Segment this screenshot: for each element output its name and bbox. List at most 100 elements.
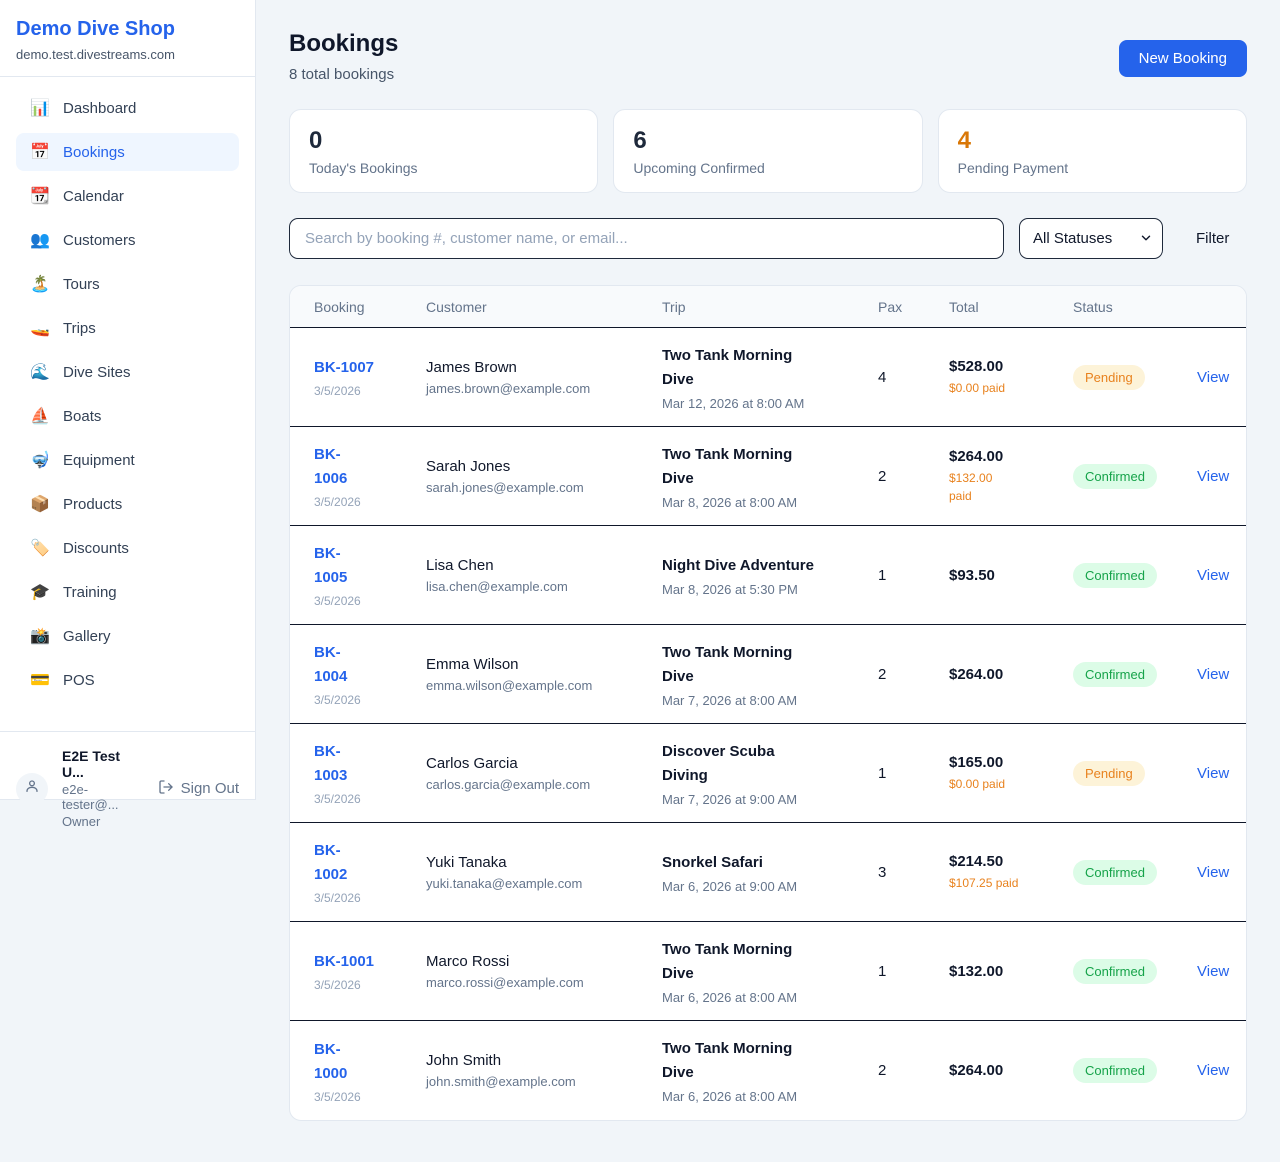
- customer-name: Carlos Garcia: [426, 754, 518, 772]
- sign-out-button[interactable]: Sign Out: [158, 779, 239, 799]
- booking-id-link[interactable]: BK- 1004: [314, 644, 348, 685]
- pax-count: 4: [878, 368, 887, 386]
- sailboat-icon: ⛵: [30, 408, 50, 425]
- customer-email: marco.rossi@example.com: [426, 974, 584, 990]
- filter-button[interactable]: Filter: [1196, 230, 1230, 247]
- sidebar-item-boats[interactable]: ⛵ Boats: [16, 397, 239, 435]
- booking-id-link[interactable]: BK- 1006: [314, 446, 348, 487]
- shop-header: Demo Dive Shop demo.test.divestreams.com: [0, 0, 255, 77]
- camera-icon: 📸: [30, 628, 50, 645]
- new-booking-button[interactable]: New Booking: [1118, 40, 1247, 77]
- stats-row: 0 Today's Bookings 6 Upcoming Confirmed …: [289, 109, 1247, 193]
- view-link[interactable]: View: [1197, 467, 1230, 485]
- diving-mask-icon: 🤿: [30, 452, 50, 469]
- booking-date: 3/5/2026: [314, 693, 361, 707]
- sidebar-item-trips[interactable]: 🚤 Trips: [16, 309, 239, 347]
- booking-date: 3/5/2026: [314, 978, 361, 992]
- view-link[interactable]: View: [1197, 863, 1230, 881]
- sidebar-item-pos[interactable]: 💳 POS: [16, 661, 239, 699]
- status-badge: Confirmed: [1073, 562, 1157, 588]
- sidebar-item-label: Trips: [63, 319, 96, 337]
- sidebar-item-customers[interactable]: 👥 Customers: [16, 221, 239, 259]
- page-header: Bookings 8 total bookings New Booking: [289, 30, 1247, 83]
- trip-datetime: Mar 7, 2026 at 9:00 AM: [662, 791, 798, 807]
- island-icon: 🏝️: [30, 276, 50, 293]
- main-content: Bookings 8 total bookings New Booking 0 …: [256, 0, 1280, 1162]
- bar-chart-icon: 📊: [30, 100, 50, 117]
- table-row: BK- 1006 3/5/2026 Sarah Jones sarah.jone…: [290, 427, 1246, 526]
- column-header-trip: Trip: [662, 298, 686, 315]
- status-badge: Confirmed: [1073, 463, 1157, 489]
- booking-id-link[interactable]: BK-1007: [314, 359, 375, 376]
- sidebar-item-label: Dive Sites: [63, 363, 131, 381]
- booking-id-link[interactable]: BK- 1003: [314, 743, 348, 784]
- booking-date: 3/5/2026: [314, 792, 361, 806]
- view-link[interactable]: View: [1197, 368, 1230, 386]
- bookings-table: Booking Customer Trip Pax Total Status B…: [289, 285, 1247, 1121]
- sidebar-item-dashboard[interactable]: 📊 Dashboard: [16, 89, 239, 127]
- sidebar-item-gallery[interactable]: 📸 Gallery: [16, 617, 239, 655]
- stat-card-todays-bookings: 0 Today's Bookings: [289, 109, 599, 193]
- view-link[interactable]: View: [1197, 1062, 1230, 1079]
- trip-name: Snorkel Safari: [662, 853, 763, 871]
- column-header-customer: Customer: [426, 298, 487, 315]
- column-header-booking: Booking: [314, 298, 365, 315]
- total-amount: $528.00: [949, 357, 1004, 375]
- search-input[interactable]: [289, 218, 1004, 259]
- booking-date: 3/5/2026: [314, 495, 361, 509]
- stat-label: Upcoming Confirmed: [633, 160, 765, 176]
- stat-value: 4: [957, 127, 972, 154]
- view-link[interactable]: View: [1197, 962, 1230, 980]
- calendar-icon: 📅: [30, 144, 50, 161]
- person-icon: [24, 778, 40, 799]
- shop-name: Demo Dive Shop: [16, 18, 175, 40]
- sidebar-item-discounts[interactable]: 🏷️ Discounts: [16, 529, 239, 567]
- pax-count: 1: [878, 566, 887, 584]
- trip-datetime: Mar 8, 2026 at 5:30 PM: [662, 581, 798, 597]
- user-info: E2E Test U... e2e-tester@... Owner: [62, 748, 144, 829]
- sidebar-item-label: Training: [63, 583, 117, 601]
- booking-id-link[interactable]: BK- 1000: [314, 1040, 348, 1082]
- status-select[interactable]: All Statuses: [1019, 218, 1163, 259]
- booking-id-link[interactable]: BK- 1005: [314, 545, 348, 586]
- sidebar-item-bookings[interactable]: 📅 Bookings: [16, 133, 239, 171]
- customer-name: Marco Rossi: [426, 952, 510, 970]
- stat-value: 0: [309, 127, 323, 154]
- sidebar-item-equipment[interactable]: 🤿 Equipment: [16, 441, 239, 479]
- trip-name: Two Tank Morning Dive: [662, 643, 793, 685]
- page-title: Bookings: [289, 30, 399, 57]
- table-row: BK-1001 3/5/2026 Marco Rossi marco.rossi…: [290, 922, 1246, 1021]
- sidebar-item-products[interactable]: 📦 Products: [16, 485, 239, 523]
- booking-date: 3/5/2026: [314, 384, 361, 398]
- view-link[interactable]: View: [1197, 764, 1230, 782]
- sidebar-item-dive-sites[interactable]: 🌊 Dive Sites: [16, 353, 239, 391]
- customer-name: Sarah Jones: [426, 457, 511, 475]
- booking-id-link[interactable]: BK- 1002: [314, 842, 348, 883]
- stat-card-upcoming-confirmed: 6 Upcoming Confirmed: [613, 109, 923, 193]
- trip-name: Two Tank Morning Dive: [662, 346, 793, 388]
- sidebar-item-training[interactable]: 🎓 Training: [16, 573, 239, 611]
- trip-name: Night Dive Adventure: [662, 556, 814, 574]
- sign-out-label: Sign Out: [180, 780, 239, 797]
- page-subtitle: 8 total bookings: [289, 66, 395, 83]
- column-header-pax: Pax: [878, 298, 903, 315]
- view-link[interactable]: View: [1197, 665, 1230, 683]
- customer-name: John Smith: [426, 1052, 502, 1069]
- booking-id-link[interactable]: BK-1001: [314, 953, 375, 970]
- trip-datetime: Mar 6, 2026 at 8:00 AM: [662, 1089, 798, 1104]
- table-row: BK- 1000 3/5/2026 John Smith john.smith@…: [290, 1021, 1246, 1120]
- customer-name: Emma Wilson: [426, 655, 519, 673]
- status-badge: Confirmed: [1073, 859, 1157, 885]
- view-link[interactable]: View: [1197, 566, 1230, 584]
- total-amount: $264.00: [949, 447, 1004, 465]
- speedboat-icon: 🚤: [30, 320, 50, 337]
- stat-label: Today's Bookings: [309, 160, 418, 176]
- sidebar-item-label: Dashboard: [63, 99, 137, 117]
- stat-label: Pending Payment: [957, 160, 1069, 176]
- paid-amount: $107.25 paid: [949, 875, 1019, 890]
- sidebar-item-calendar[interactable]: 📆 Calendar: [16, 177, 239, 215]
- customer-email: john.smith@example.com: [426, 1074, 576, 1089]
- trip-datetime: Mar 6, 2026 at 8:00 AM: [662, 989, 798, 1005]
- sidebar-item-tours[interactable]: 🏝️ Tours: [16, 265, 239, 303]
- stat-value: 6: [633, 127, 647, 154]
